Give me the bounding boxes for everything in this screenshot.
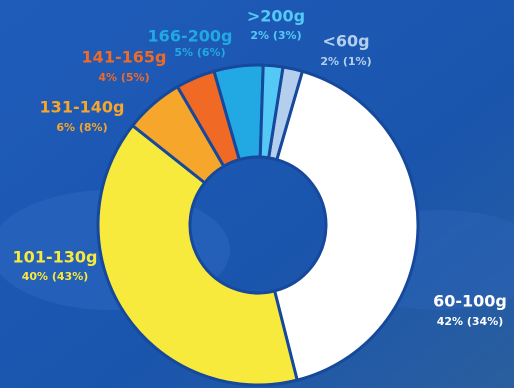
value-label: 6% (8%)	[56, 121, 107, 134]
category-label: 131-140g	[40, 98, 125, 117]
donut-segment	[258, 63, 285, 160]
category-label: 141-165g	[82, 48, 167, 67]
value-label: 2% (3%)	[250, 29, 301, 42]
category-label: 166-200g	[148, 27, 233, 46]
value-label: 2% (1%)	[320, 55, 371, 68]
donut-segment	[96, 123, 299, 387]
value-label: 42% (34%)	[437, 315, 504, 328]
donut-segment	[272, 69, 420, 382]
category-label: >200g	[247, 7, 305, 26]
value-label: 40% (43%)	[22, 270, 89, 283]
category-label: <60g	[322, 32, 369, 51]
value-label: 5% (6%)	[174, 46, 225, 59]
category-label: 60-100g	[433, 292, 507, 311]
category-label: 101-130g	[13, 248, 98, 267]
value-label: 4% (5%)	[98, 71, 149, 84]
